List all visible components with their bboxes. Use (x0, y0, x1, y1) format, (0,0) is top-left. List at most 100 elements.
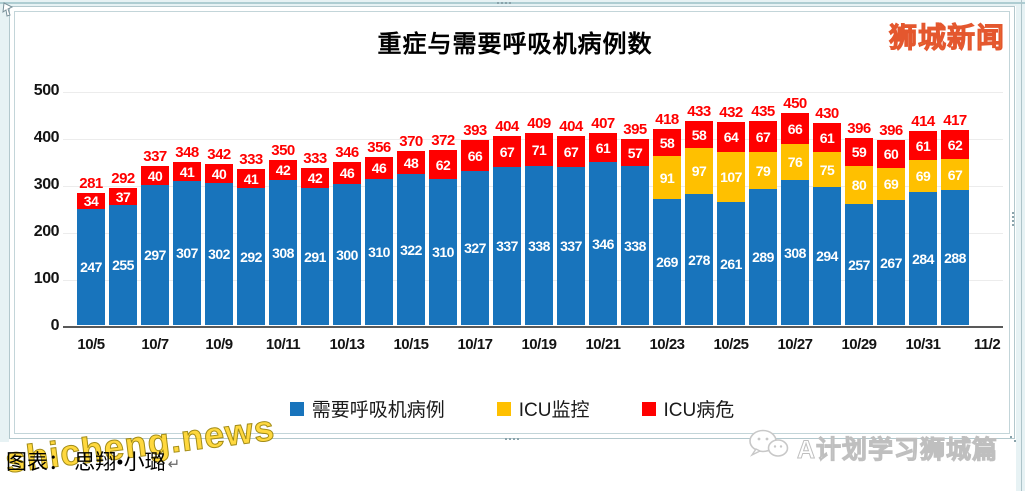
x-tick-label: 10/5 (77, 336, 105, 353)
segment-value-label: 289 (752, 249, 774, 265)
segment-value-label: 61 (819, 129, 835, 146)
bar-segment: 69 (877, 168, 905, 200)
bar-group: 308 42 (269, 160, 297, 325)
segment-value-label: 59 (851, 144, 867, 160)
segment-value-label: 64 (723, 129, 739, 145)
x-tick-label: 10/15 (393, 336, 429, 353)
window-top-edge (0, 2, 1025, 4)
bar-segment: 75 (813, 152, 841, 187)
legend-swatch (641, 401, 656, 416)
x-tick-label: 10/29 (841, 336, 877, 353)
chart-canvas[interactable]: 重症与需要呼吸机病例数 0 100 200 300 400 500 10/5 10/7 10/9… (14, 11, 1010, 434)
x-tick-label: 11/2 (973, 336, 1001, 353)
total-value-label: 418 (655, 111, 679, 128)
bar-group: 327 66 (461, 140, 489, 325)
bar-segment: 40 (205, 164, 233, 183)
x-tick-label: 10/11 (265, 336, 301, 353)
legend-label: 需要呼吸机病例 (311, 400, 445, 421)
segment-value-label: 61 (595, 139, 611, 156)
gridline (63, 92, 1003, 93)
chart-object-frame[interactable]: 重症与需要呼吸机病例数 0 100 200 300 400 500 10/5 10/7 10/9… (9, 6, 1015, 439)
segment-value-label: 107 (720, 169, 742, 185)
bar-group: 289 79 67 (749, 121, 777, 325)
chart-title: 重症与需要呼吸机病例数 (377, 31, 653, 58)
bar-group: 302 40 (205, 164, 233, 325)
bar-segment: 76 (781, 144, 809, 180)
segment-value-label: 40 (147, 167, 163, 184)
total-value-label: 396 (847, 120, 871, 137)
bar-segment: 41 (173, 162, 201, 181)
segment-value-label: 337 (496, 238, 518, 254)
x-tick-label: 10/7 (141, 336, 169, 353)
segment-value-label: 41 (179, 163, 195, 180)
bar-segment: 292 (237, 188, 265, 325)
segment-value-label: 62 (947, 136, 963, 153)
bar-segment: 338 (525, 166, 553, 325)
legend-swatch (496, 401, 511, 416)
x-tick-label: 10/17 (457, 336, 493, 353)
legend-item: 需要呼吸机病例 (289, 395, 445, 422)
page-margin-left (0, 0, 9, 442)
total-value-label: 414 (911, 113, 935, 130)
bar-segment: 337 (557, 167, 585, 325)
bar-group: 247 34 (77, 193, 105, 325)
total-value-label: 342 (207, 146, 231, 163)
legend-item: ICU监控 (496, 395, 590, 422)
bar-segment: 308 (781, 180, 809, 325)
segment-value-label: 338 (528, 237, 550, 254)
bar-group: 267 69 60 (877, 140, 905, 325)
total-value-label: 395 (623, 121, 647, 138)
chart-caption: 图表： 思翔•小璐 ↵ (6, 446, 180, 476)
bar-segment: 302 (205, 183, 233, 325)
bar-segment: 34 (77, 193, 105, 209)
chart-caption-text: 图表： 思翔•小璐 (6, 450, 166, 474)
segment-value-label: 71 (531, 141, 547, 158)
watermark-lion-city-news: 狮城新闻 (888, 22, 1006, 54)
segment-value-label: 37 (115, 188, 131, 205)
bar-group: 297 40 (141, 166, 169, 325)
bar-group: 310 62 (429, 150, 457, 325)
bar-group: 346 61 (589, 133, 617, 325)
bar-segment: 255 (109, 205, 137, 325)
bar-segment: 346 (589, 162, 617, 325)
bar-segment: 91 (653, 156, 681, 199)
x-axis-line (63, 326, 1003, 328)
total-value-label: 281 (79, 175, 103, 192)
bar-segment: 66 (461, 140, 489, 171)
x-tick-label: 10/25 (713, 336, 749, 353)
segment-value-label: 66 (787, 120, 803, 137)
segment-value-label: 42 (307, 170, 323, 186)
watermark-wechat-channel: A计划学习狮城篇 (747, 428, 998, 467)
bar-segment: 308 (269, 180, 297, 325)
bar-segment: 310 (365, 179, 393, 325)
bar-group: 292 41 (237, 169, 265, 325)
paragraph-mark: ↵ (167, 457, 181, 473)
segment-value-label: 62 (435, 156, 451, 173)
segment-value-label: 67 (947, 166, 963, 183)
segment-value-label: 58 (659, 134, 675, 151)
page-right-edge[interactable] (1021, 0, 1022, 491)
object-anchor-icon[interactable] (2, 2, 17, 24)
bar-segment: 41 (237, 169, 265, 188)
segment-value-label: 255 (112, 257, 134, 273)
x-tick-label: 10/31 (905, 336, 941, 353)
bar-group: 291 42 (301, 168, 329, 325)
bar-segment: 288 (941, 190, 969, 325)
total-value-label: 393 (463, 122, 487, 139)
segment-value-label: 307 (176, 245, 198, 261)
segment-value-label: 302 (208, 246, 230, 262)
segment-value-label: 40 (211, 165, 227, 182)
segment-value-label: 67 (499, 143, 515, 160)
segment-value-label: 34 (83, 193, 99, 209)
segment-value-label: 269 (656, 254, 678, 270)
bar-segment: 59 (845, 138, 873, 166)
segment-value-label: 67 (755, 128, 771, 145)
segment-value-label: 79 (755, 162, 771, 179)
bar-segment: 300 (333, 184, 361, 325)
bar-segment: 67 (557, 136, 585, 167)
total-value-label: 333 (239, 151, 263, 168)
segment-value-label: 60 (883, 146, 899, 162)
bar-group: 338 71 (525, 133, 553, 325)
bar-segment: 79 (749, 152, 777, 189)
total-value-label: 337 (143, 148, 167, 165)
